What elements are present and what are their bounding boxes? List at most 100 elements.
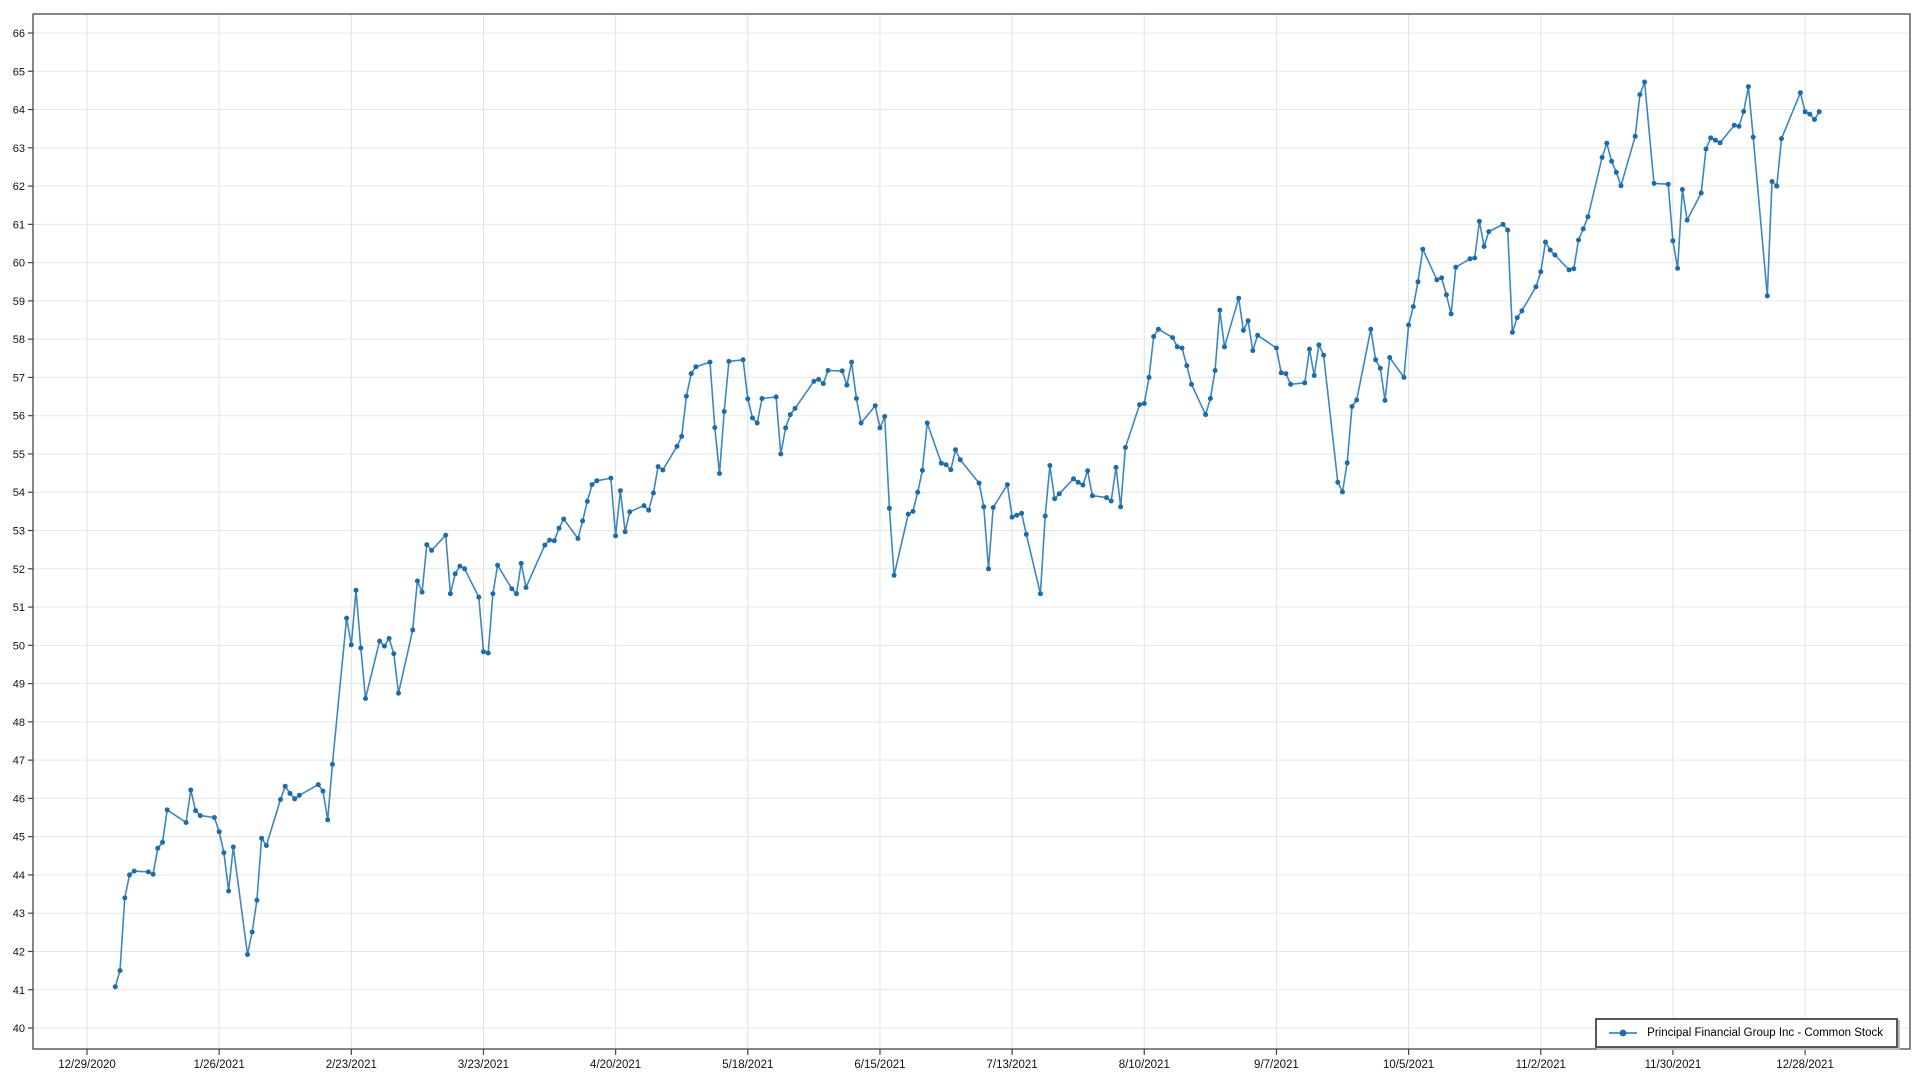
price-series — [112, 79, 1822, 990]
data-point — [122, 895, 128, 901]
data-point — [1453, 264, 1459, 270]
data-point — [1571, 266, 1577, 272]
data-point — [1207, 396, 1213, 401]
data-point — [164, 807, 170, 813]
data-point — [211, 815, 217, 820]
data-point — [1764, 293, 1770, 299]
data-point — [953, 447, 958, 453]
data-point — [1486, 229, 1492, 235]
data-point — [1679, 187, 1685, 192]
data-point — [145, 869, 151, 875]
data-point — [1179, 345, 1185, 351]
series-line-icon — [1609, 1029, 1638, 1037]
data-point — [160, 839, 165, 845]
data-point — [155, 845, 161, 851]
data-point — [726, 358, 732, 364]
data-point — [1037, 591, 1043, 597]
y-tick-label: 47 — [13, 755, 25, 767]
x-tick-label: 12/28/2021 — [1776, 1059, 1834, 1071]
data-point — [811, 378, 817, 384]
data-point — [1240, 327, 1246, 333]
data-point — [457, 563, 463, 569]
data-point — [1377, 365, 1383, 371]
data-point — [447, 591, 453, 597]
data-point — [1009, 514, 1015, 520]
x-tick-label: 1/26/2021 — [194, 1059, 245, 1071]
data-point — [1750, 134, 1756, 140]
data-point — [858, 420, 864, 426]
data-point — [938, 460, 944, 466]
data-point — [986, 566, 991, 572]
data-point — [688, 371, 694, 377]
data-point — [1807, 111, 1813, 117]
data-point — [353, 587, 359, 593]
legend-label: Principal Financial Group Inc - Common S… — [1647, 1027, 1883, 1039]
data-point — [891, 572, 897, 578]
data-point — [1604, 140, 1610, 146]
data-point — [1056, 491, 1062, 497]
data-point — [523, 585, 529, 590]
data-point — [924, 420, 930, 426]
horizontal-gridlines — [33, 32, 1910, 1029]
data-point — [1816, 109, 1822, 115]
data-point — [1155, 326, 1161, 332]
data-point — [1278, 370, 1284, 376]
data-point — [1651, 180, 1657, 186]
data-point — [263, 843, 269, 848]
data-point — [853, 396, 859, 401]
x-axis-labels: 12/29/2020 1/26/2021 2/23/2021 3/23/2021 4/2… — [58, 1059, 1834, 1071]
data-point — [127, 872, 132, 878]
data-point — [877, 425, 883, 431]
y-axis-labels: 40 41 42 43 44 45 46 47 48 49 50 51 52 53 54 55 56 57 58 59… — [13, 28, 25, 1035]
data-point — [1736, 123, 1742, 129]
data-point — [561, 516, 567, 522]
data-point — [556, 525, 562, 531]
y-tick-label: 58 — [13, 334, 25, 346]
data-point — [580, 518, 586, 524]
x-tick-label: 2/23/2021 — [326, 1059, 377, 1071]
data-point — [1665, 181, 1671, 187]
data-point — [825, 368, 831, 373]
y-tick-label: 60 — [13, 258, 25, 270]
data-point — [627, 509, 633, 515]
data-point — [551, 538, 557, 544]
data-point — [773, 394, 779, 400]
data-point — [287, 790, 293, 796]
data-point — [1712, 137, 1718, 143]
data-point — [1609, 158, 1615, 164]
data-point — [1439, 275, 1445, 281]
data-point — [721, 409, 727, 414]
data-point — [254, 897, 260, 903]
y-tick-label: 66 — [13, 28, 25, 40]
data-point — [410, 627, 416, 633]
data-point — [1519, 308, 1525, 314]
y-tick-label: 56 — [13, 411, 25, 423]
data-point — [1476, 218, 1482, 224]
data-point — [1812, 117, 1817, 122]
data-point — [1632, 133, 1638, 139]
data-point — [1122, 445, 1128, 450]
data-point — [1576, 237, 1581, 243]
data-point — [518, 560, 524, 566]
data-point — [1344, 460, 1350, 466]
data-point — [1401, 374, 1407, 380]
data-point — [292, 796, 298, 802]
data-point — [490, 591, 496, 597]
y-tick-label: 42 — [13, 946, 25, 958]
data-point — [1075, 479, 1081, 485]
data-point — [1670, 238, 1676, 244]
data-point — [976, 480, 982, 486]
data-point — [197, 813, 203, 819]
data-point — [1698, 190, 1704, 196]
data-point — [183, 820, 189, 825]
data-point — [1443, 292, 1449, 298]
data-point — [1250, 348, 1256, 354]
data-point — [1170, 335, 1176, 341]
data-point — [424, 542, 430, 548]
data-point — [1014, 512, 1020, 518]
data-point — [882, 414, 888, 419]
data-point — [112, 984, 118, 990]
data-point — [429, 547, 435, 553]
y-tick-label: 59 — [13, 296, 25, 308]
